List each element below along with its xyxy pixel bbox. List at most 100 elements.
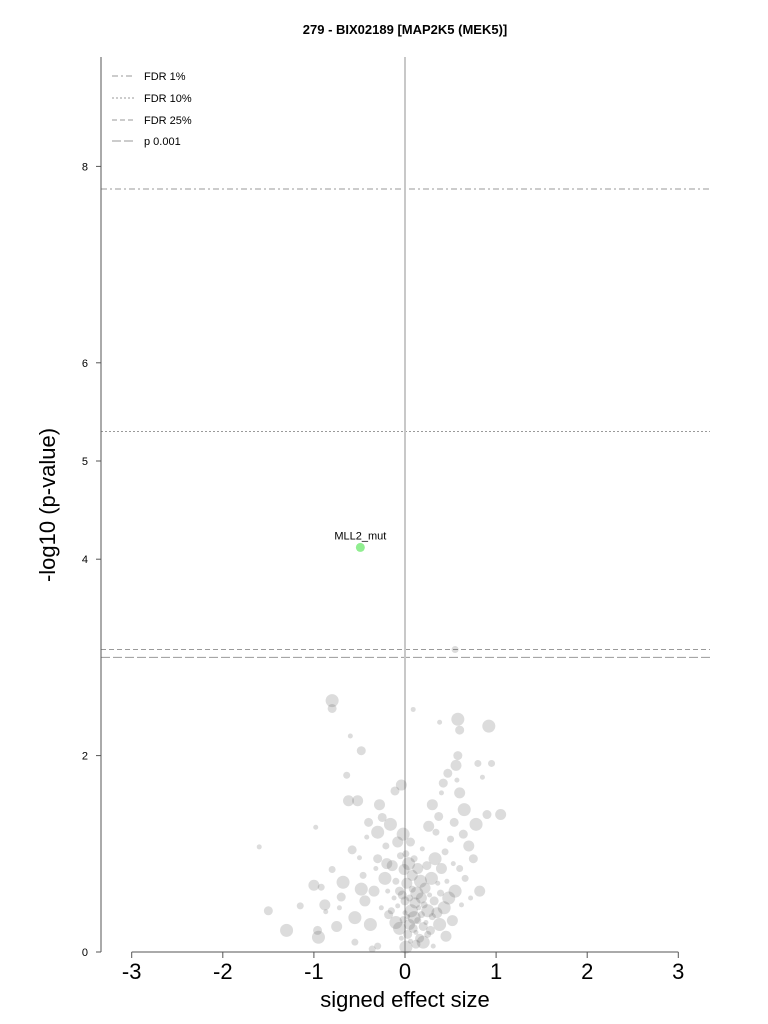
data-point xyxy=(463,840,475,852)
y-tick-label: 2 xyxy=(82,751,88,763)
data-point xyxy=(438,778,448,788)
data-point xyxy=(424,871,438,885)
data-point xyxy=(424,930,432,938)
x-tick-label: -1 xyxy=(304,959,324,984)
data-point xyxy=(385,888,391,894)
data-point xyxy=(419,882,431,894)
threshold-lines xyxy=(101,57,710,952)
highlight-label-0: MLL2_mut xyxy=(334,530,386,542)
data-point xyxy=(482,810,492,820)
data-point xyxy=(432,828,440,836)
data-point xyxy=(327,703,337,713)
y-tick-label: 5 xyxy=(82,456,88,468)
data-point xyxy=(359,895,371,907)
data-point xyxy=(381,858,393,870)
data-point xyxy=(311,930,325,944)
data-point xyxy=(435,880,441,886)
data-point xyxy=(336,905,342,911)
data-point xyxy=(479,774,485,780)
data-point xyxy=(377,812,387,822)
data-point xyxy=(402,910,408,916)
data-point xyxy=(404,919,416,931)
data-point xyxy=(422,861,432,871)
data-point xyxy=(313,925,323,935)
data-point xyxy=(411,939,421,949)
x-tick-label: 3 xyxy=(672,959,684,984)
data-point xyxy=(408,923,418,933)
data-point xyxy=(419,846,425,852)
data-point xyxy=(413,874,427,888)
data-point xyxy=(384,910,394,920)
data-point xyxy=(391,895,397,901)
data-point xyxy=(428,913,436,921)
data-point xyxy=(373,799,385,811)
data-point xyxy=(313,824,319,830)
data-point xyxy=(451,712,465,726)
axes: 0 2 4 5 6 8 -3 -2 -1 0 1 2 3 xyxy=(82,57,684,984)
data-point xyxy=(418,921,428,931)
data-point xyxy=(461,874,469,882)
data-point xyxy=(347,845,357,855)
data-point xyxy=(442,891,456,905)
y-axis-label: -log10 (p-value) xyxy=(35,428,60,582)
data-point xyxy=(392,877,400,885)
data-point xyxy=(454,777,460,783)
data-point xyxy=(449,817,459,827)
legend-label-fdr25: FDR 25% xyxy=(144,115,192,127)
data-point xyxy=(373,854,383,864)
data-point xyxy=(407,938,413,944)
legend-label-p001: p 0.001 xyxy=(144,136,181,148)
data-point xyxy=(435,863,447,875)
chart-title: 279 - BIX02189 [MAP2K5 (MEK5)] xyxy=(303,22,507,37)
y-tick-label: 4 xyxy=(82,554,88,566)
x-tick-label: 0 xyxy=(399,959,411,984)
data-point xyxy=(368,885,380,897)
data-point xyxy=(356,855,362,861)
data-point xyxy=(454,787,466,799)
data-point xyxy=(371,825,385,839)
data-point xyxy=(437,889,445,897)
data-point xyxy=(396,827,410,841)
data-point xyxy=(437,901,451,915)
data-point xyxy=(437,719,443,725)
data-point xyxy=(455,725,465,735)
data-point xyxy=(410,706,416,712)
x-tick-label: -3 xyxy=(122,959,142,984)
data-point xyxy=(331,920,343,932)
data-point xyxy=(440,930,452,942)
data-point xyxy=(263,906,273,916)
data-point xyxy=(359,871,367,879)
data-point xyxy=(398,864,410,876)
data-point xyxy=(415,933,425,943)
data-point xyxy=(417,911,425,919)
data-point xyxy=(348,911,362,925)
data-point xyxy=(395,886,405,896)
data-point xyxy=(443,768,453,778)
data-point xyxy=(317,883,325,891)
data-point xyxy=(415,892,427,904)
data-point xyxy=(378,905,384,911)
data-point xyxy=(256,844,262,850)
data-point xyxy=(450,861,456,867)
data-point xyxy=(482,719,496,733)
data-point xyxy=(406,869,418,881)
data-point xyxy=(393,921,407,935)
data-point xyxy=(396,852,404,860)
data-point xyxy=(296,902,304,910)
data-point xyxy=(364,834,370,840)
data-point xyxy=(343,771,351,779)
data-point xyxy=(433,918,447,932)
data-point xyxy=(416,905,422,911)
data-point xyxy=(420,901,428,909)
data-point xyxy=(488,759,496,767)
y-tick-label: 6 xyxy=(82,358,88,370)
data-point xyxy=(382,842,390,850)
data-point xyxy=(325,694,339,708)
data-point xyxy=(429,896,439,906)
data-point xyxy=(402,850,410,858)
data-point xyxy=(354,882,368,896)
data-point xyxy=(347,733,353,739)
data-point xyxy=(469,817,483,831)
data-point xyxy=(427,892,433,898)
data-point xyxy=(410,886,424,900)
